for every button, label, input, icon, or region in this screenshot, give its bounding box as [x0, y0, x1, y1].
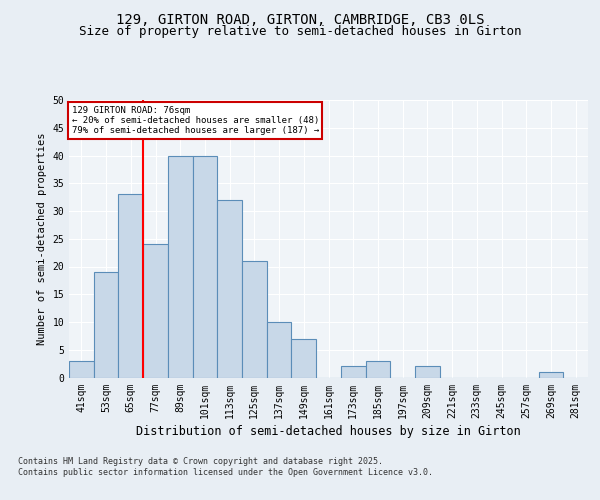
Text: Size of property relative to semi-detached houses in Girton: Size of property relative to semi-detach…: [79, 25, 521, 38]
Bar: [292, 338, 316, 378]
Bar: [193, 156, 217, 378]
Bar: [365, 361, 390, 378]
X-axis label: Distribution of semi-detached houses by size in Girton: Distribution of semi-detached houses by …: [136, 424, 521, 438]
Bar: [69, 361, 94, 378]
Bar: [539, 372, 563, 378]
Bar: [341, 366, 365, 378]
Text: 129 GIRTON ROAD: 76sqm
← 20% of semi-detached houses are smaller (48)
79% of sem: 129 GIRTON ROAD: 76sqm ← 20% of semi-det…: [71, 106, 319, 136]
Bar: [242, 261, 267, 378]
Bar: [94, 272, 118, 378]
Bar: [143, 244, 168, 378]
Bar: [168, 156, 193, 378]
Bar: [217, 200, 242, 378]
Y-axis label: Number of semi-detached properties: Number of semi-detached properties: [37, 132, 47, 345]
Text: Contains HM Land Registry data © Crown copyright and database right 2025.
Contai: Contains HM Land Registry data © Crown c…: [18, 458, 433, 477]
Bar: [415, 366, 440, 378]
Text: 129, GIRTON ROAD, GIRTON, CAMBRIDGE, CB3 0LS: 129, GIRTON ROAD, GIRTON, CAMBRIDGE, CB3…: [116, 12, 484, 26]
Bar: [118, 194, 143, 378]
Bar: [267, 322, 292, 378]
